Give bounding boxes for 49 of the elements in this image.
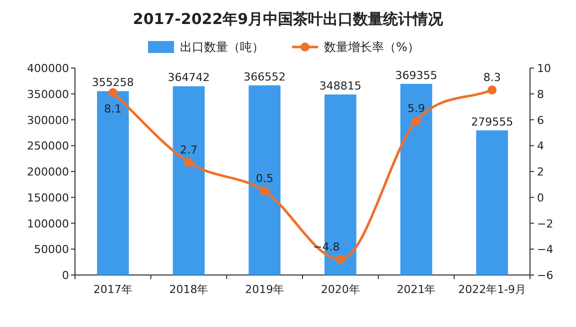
point	[184, 158, 194, 167]
y-tick-label: 400000	[27, 62, 69, 75]
bar	[248, 85, 281, 275]
y-tick-label: 300000	[27, 114, 69, 127]
y2-tick-label: 2	[537, 166, 544, 178]
y-tick-label: 200000	[27, 166, 69, 178]
data-label: 364742	[168, 71, 210, 84]
data-label: 348815	[319, 79, 362, 92]
point	[412, 116, 421, 126]
x-tick-label: 2021年	[396, 283, 436, 296]
bar	[96, 91, 129, 275]
point	[488, 85, 497, 94]
x-tick-label: 2017年	[93, 283, 132, 296]
point	[260, 186, 270, 196]
point	[336, 254, 345, 264]
data-label: 5.9	[408, 102, 425, 116]
y2-tick-label: 6	[537, 114, 544, 127]
y2-tick-label: −6	[537, 269, 554, 282]
y-tick-label: 350000	[27, 88, 69, 101]
y-tick-label: 150000	[27, 191, 69, 204]
data-label: 355258	[92, 76, 134, 90]
y-tick-label: 250000	[27, 140, 69, 153]
data-label: 0.5	[256, 172, 274, 185]
data-label: 366552	[244, 70, 286, 84]
y2-tick-label: 10	[537, 62, 551, 75]
legend-label: 数量增长率（%）	[324, 40, 420, 54]
x-tick-label: 2022年1-9月	[458, 283, 526, 296]
y2-tick-label: 4	[537, 140, 544, 153]
data-label: 2.7	[180, 143, 198, 156]
y-tick-label: 0	[62, 269, 69, 282]
point	[108, 88, 118, 98]
y2-tick-label: −2	[537, 217, 554, 230]
data-label: 8.3	[483, 70, 501, 84]
y-tick-label: 50000	[34, 243, 69, 256]
x-tick-label: 2019年	[245, 283, 284, 296]
y2-tick-label: 0	[537, 191, 544, 204]
bar	[400, 84, 432, 275]
legend-label: 出口数量（吨）	[180, 40, 264, 54]
x-tick-label: 2020年	[320, 283, 360, 296]
bar	[172, 86, 205, 275]
y2-tick-label: −4	[537, 243, 554, 256]
data-label: 279555	[471, 115, 514, 128]
y-tick-label: 100000	[27, 217, 69, 230]
chart-title: 2017-2022年9月中国茶叶出口数量统计情况	[132, 10, 444, 28]
data-label: 369355	[395, 68, 438, 82]
data-label: 8.1	[104, 102, 122, 116]
bar	[476, 130, 508, 275]
y2-tick-label: 8	[537, 88, 544, 101]
x-tick-label: 2018年	[169, 283, 208, 296]
